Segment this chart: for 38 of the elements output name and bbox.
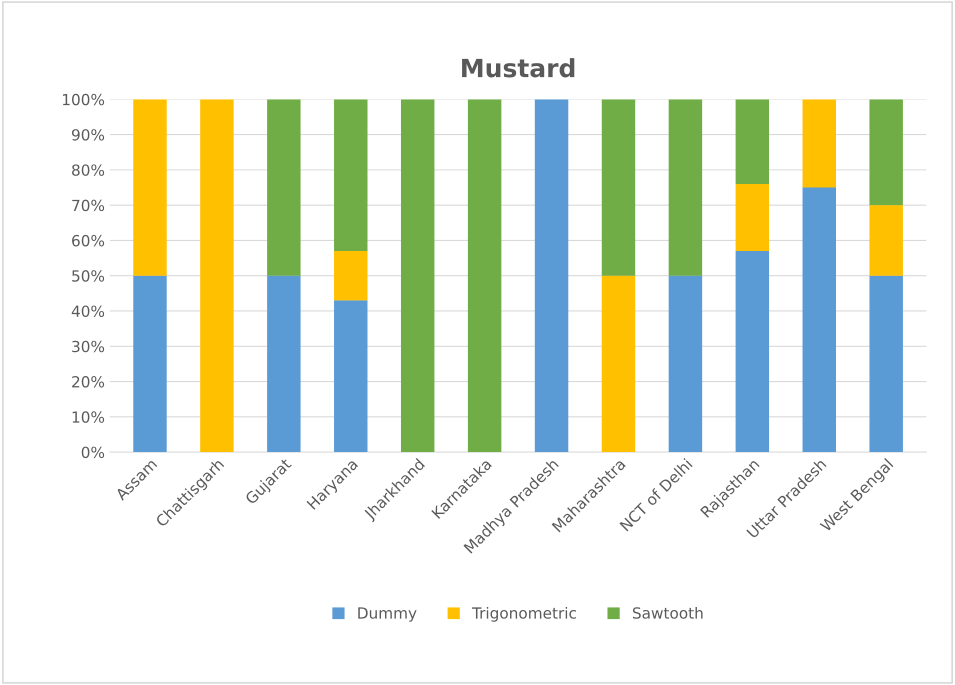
bar xyxy=(802,188,836,452)
y-tick-label: 0% xyxy=(82,446,104,458)
bar xyxy=(736,184,770,252)
bar xyxy=(267,99,301,276)
y-tick-label: 70% xyxy=(72,200,104,212)
y-tick-label: 100% xyxy=(62,94,104,106)
bar xyxy=(668,276,702,452)
bar xyxy=(133,276,167,452)
bar xyxy=(602,99,636,276)
y-tick-label: 20% xyxy=(72,376,104,388)
y-tick-label: 50% xyxy=(72,270,104,282)
bar xyxy=(334,300,368,452)
bar xyxy=(334,99,368,252)
legend-label: Dummy xyxy=(358,607,417,622)
y-tick-label: 90% xyxy=(72,129,104,141)
bar xyxy=(468,99,502,452)
bar xyxy=(534,99,568,452)
bar xyxy=(802,99,836,188)
y-tick-label: 80% xyxy=(72,164,104,176)
bar xyxy=(133,99,167,276)
bar xyxy=(400,99,434,452)
bar xyxy=(602,276,636,452)
legend-label: Sawtooth xyxy=(632,606,703,619)
bar xyxy=(267,276,301,452)
bar xyxy=(869,205,903,276)
bar xyxy=(736,251,770,452)
y-tick-label: 40% xyxy=(72,305,104,318)
bar xyxy=(869,276,903,452)
bar xyxy=(869,99,903,206)
bar xyxy=(736,99,770,184)
legend-label: Trigonometric xyxy=(472,606,576,622)
bar xyxy=(668,99,702,276)
bar xyxy=(200,99,234,452)
bar xyxy=(334,251,368,300)
y-tick-label: 60% xyxy=(72,234,104,246)
y-tick-label: 30% xyxy=(72,340,104,352)
y-tick-label: 10% xyxy=(72,411,104,423)
chart-title: Mustard xyxy=(462,58,574,78)
